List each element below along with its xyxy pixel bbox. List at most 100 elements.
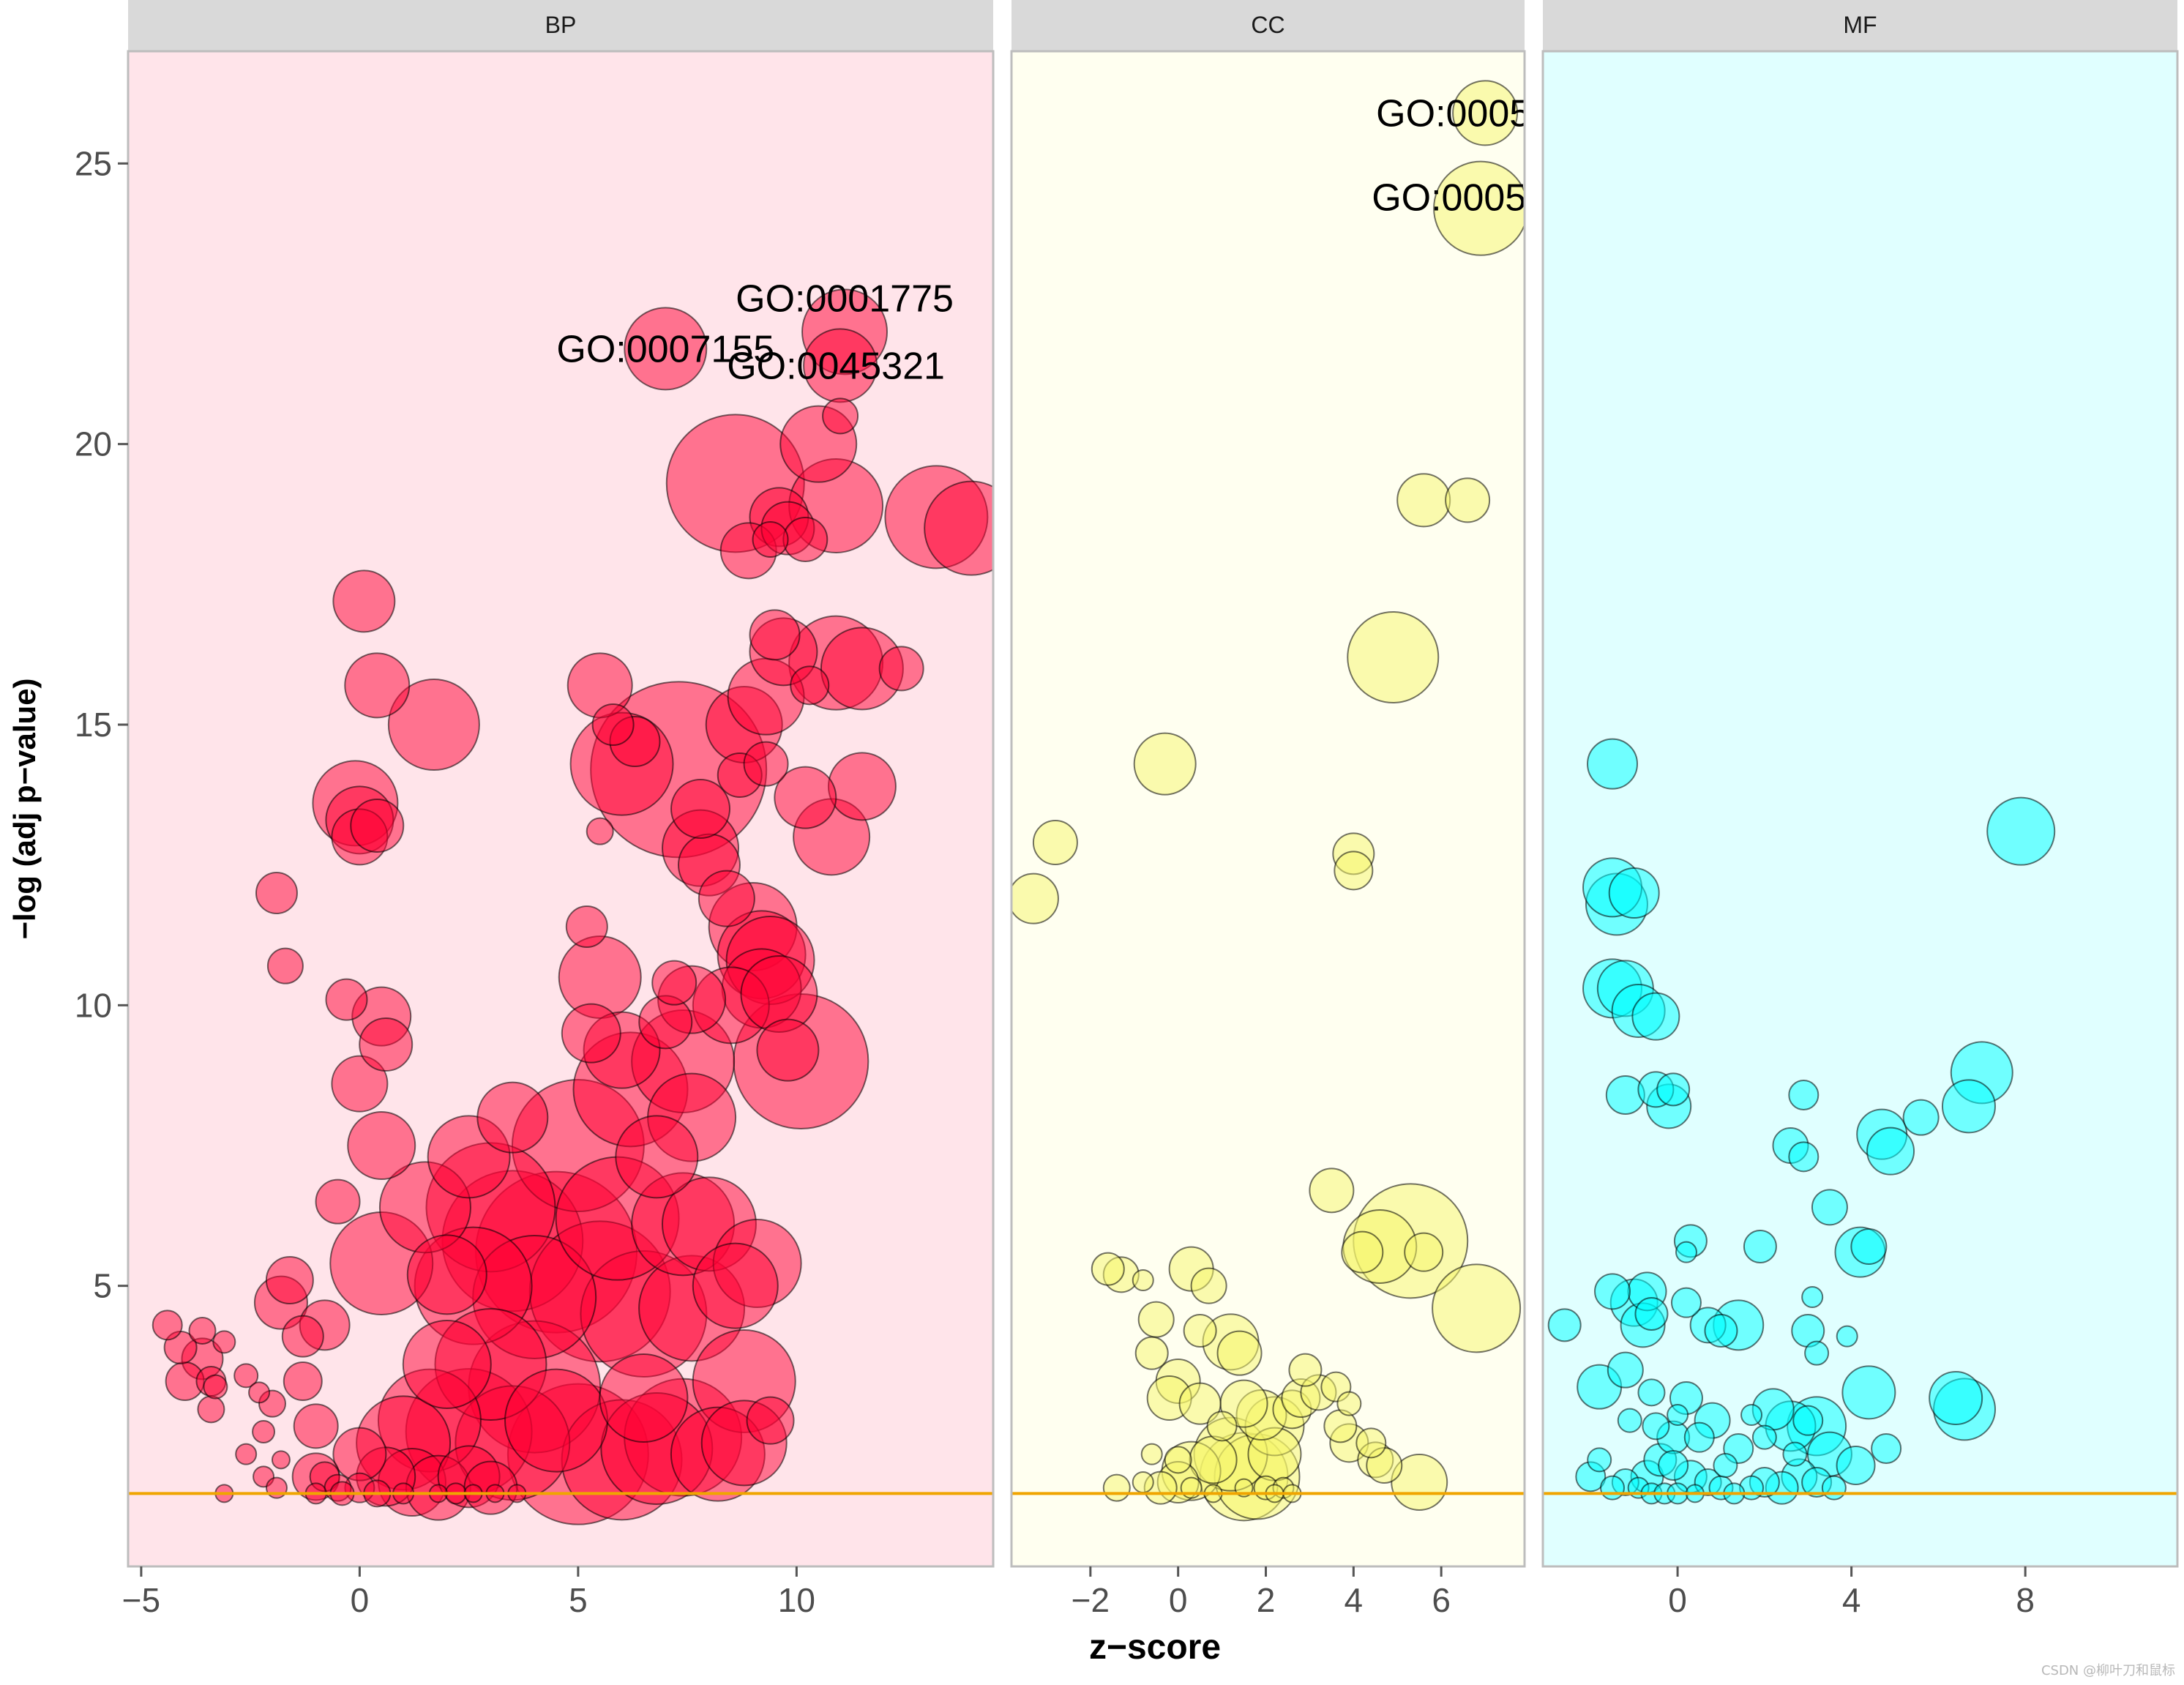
- bubble-point: [402, 1320, 492, 1409]
- bubble-point: [1929, 1371, 1983, 1425]
- bubble-point: [924, 480, 993, 576]
- bubble-point: [255, 872, 298, 914]
- bubble-point: [1743, 1230, 1777, 1263]
- go-term-label: GO:0005576: [1376, 92, 1594, 135]
- bubble-point: [749, 609, 801, 661]
- bubble-point: [293, 1403, 339, 1449]
- bubble-point: [561, 1003, 621, 1064]
- bubble-point: [1452, 80, 1519, 146]
- bubble-point: [1102, 1473, 1131, 1502]
- bubble-point: [1587, 738, 1639, 790]
- bubble-point: [878, 646, 924, 692]
- bubble-point: [1811, 1189, 1848, 1226]
- bubble-point: [1850, 1228, 1888, 1265]
- go-term-label: GO:0001775: [736, 277, 954, 320]
- bubble-point: [615, 1115, 699, 1199]
- bubble-point: [1132, 1269, 1154, 1291]
- bubble-point: [1180, 1476, 1203, 1499]
- bubble-point: [387, 679, 480, 771]
- x-tick-label: −2: [1072, 1581, 1110, 1619]
- bubble-point: [1841, 1365, 1896, 1420]
- bubble-point: [670, 779, 731, 839]
- bubble-point: [1788, 1141, 1820, 1173]
- panel-border: [127, 50, 995, 1568]
- bubble-point: [235, 1443, 258, 1465]
- bubble-point: [1713, 1453, 1738, 1478]
- bubble-point: [252, 1420, 276, 1443]
- bubble-point: [248, 1381, 271, 1404]
- bubble-point: [822, 397, 859, 435]
- bubble-point: [344, 652, 411, 719]
- bubble-point: [265, 1256, 314, 1304]
- x-tick-label: 0: [351, 1581, 370, 1619]
- facet-bp: BP GO:0007155 GO:0001775 GO:0045321 −5 0 5 10: [122, 0, 995, 1619]
- bubble-point: [774, 766, 837, 829]
- x-tick-label: 8: [2016, 1581, 2035, 1619]
- bubble-point: [1183, 1314, 1217, 1348]
- bubble-point: [1821, 1475, 1847, 1501]
- bubble-point: [1642, 1412, 1670, 1441]
- x-axis-label: z−score: [1089, 1628, 1221, 1667]
- bubble-point: [1658, 1450, 1689, 1481]
- y-tick-label: 5: [93, 1267, 112, 1305]
- panel-border: [1541, 50, 2179, 1568]
- bubble-point: [1336, 1391, 1362, 1416]
- bubble-point: [692, 1242, 779, 1329]
- y-axis-label: −log (adj p−value): [7, 678, 42, 939]
- bubble-point: [1634, 1297, 1669, 1331]
- bubble-point: [743, 741, 789, 787]
- bubble-point: [752, 521, 789, 558]
- x-tick-label: −5: [122, 1581, 160, 1619]
- label-layer: GO:0005576 GO:0005886: [1372, 92, 1594, 219]
- bubble-point: [1091, 1252, 1125, 1286]
- bubble-point: [1637, 1378, 1666, 1407]
- y-tick-label: 20: [75, 425, 112, 463]
- bubble-point: [203, 1374, 228, 1400]
- bubble-point: [1866, 1127, 1915, 1176]
- bubble-point: [746, 1396, 795, 1445]
- bubble-point: [1617, 1408, 1642, 1433]
- bubble-point: [1288, 1353, 1323, 1387]
- bubble-point: [1164, 1446, 1192, 1474]
- bubble-point: [782, 517, 829, 562]
- bubble-point: [1587, 1447, 1612, 1473]
- bubble-point: [1216, 1330, 1263, 1376]
- bubble-point: [827, 752, 897, 821]
- bubble-point: [1341, 1230, 1384, 1274]
- bubble-point: [212, 1330, 236, 1354]
- bubble-point: [1133, 732, 1197, 796]
- bubble-point: [1404, 1232, 1444, 1272]
- bubble-layer: [1547, 738, 2056, 1505]
- go-term-label: GO:0005886: [1372, 176, 1590, 219]
- bubble-point: [1871, 1433, 1902, 1464]
- bubble-point: [1902, 1099, 1940, 1136]
- bubble-point: [624, 307, 708, 391]
- bubble-point: [406, 1234, 487, 1315]
- bubble-point: [1547, 1308, 1582, 1342]
- x-tick-label: 0: [1668, 1581, 1687, 1619]
- bubble-point: [504, 1368, 609, 1473]
- bubble-point: [197, 1395, 225, 1424]
- panel-border: [1010, 50, 1526, 1568]
- bubble-point: [1011, 873, 1059, 924]
- bubble-point: [1782, 1441, 1808, 1467]
- bubble-point: [1675, 1241, 1697, 1263]
- bubble-point: [1670, 1287, 1702, 1318]
- bubble-point: [266, 947, 304, 985]
- bubble-point: [1801, 1286, 1824, 1308]
- label-layer: GO:0007155 GO:0001775 GO:0045321: [556, 277, 954, 387]
- bubble-point: [347, 1111, 416, 1180]
- facet-cc: CC GO:0005576 GO:0005886 −2 0 2 4 6: [1010, 0, 1594, 1619]
- bubble-point: [1600, 1475, 1626, 1501]
- bubble-point: [1432, 1263, 1522, 1353]
- x-tick-label: 10: [778, 1581, 815, 1619]
- bubble-point: [1334, 851, 1374, 891]
- bubble-point: [1137, 1301, 1175, 1338]
- bubble-point: [350, 799, 405, 853]
- bubble-point: [1607, 1351, 1644, 1389]
- bubble-layer: [1011, 80, 1525, 1522]
- bubble-point: [1032, 820, 1078, 865]
- bubble-point: [1631, 992, 1680, 1041]
- bubble-point: [1751, 1424, 1777, 1450]
